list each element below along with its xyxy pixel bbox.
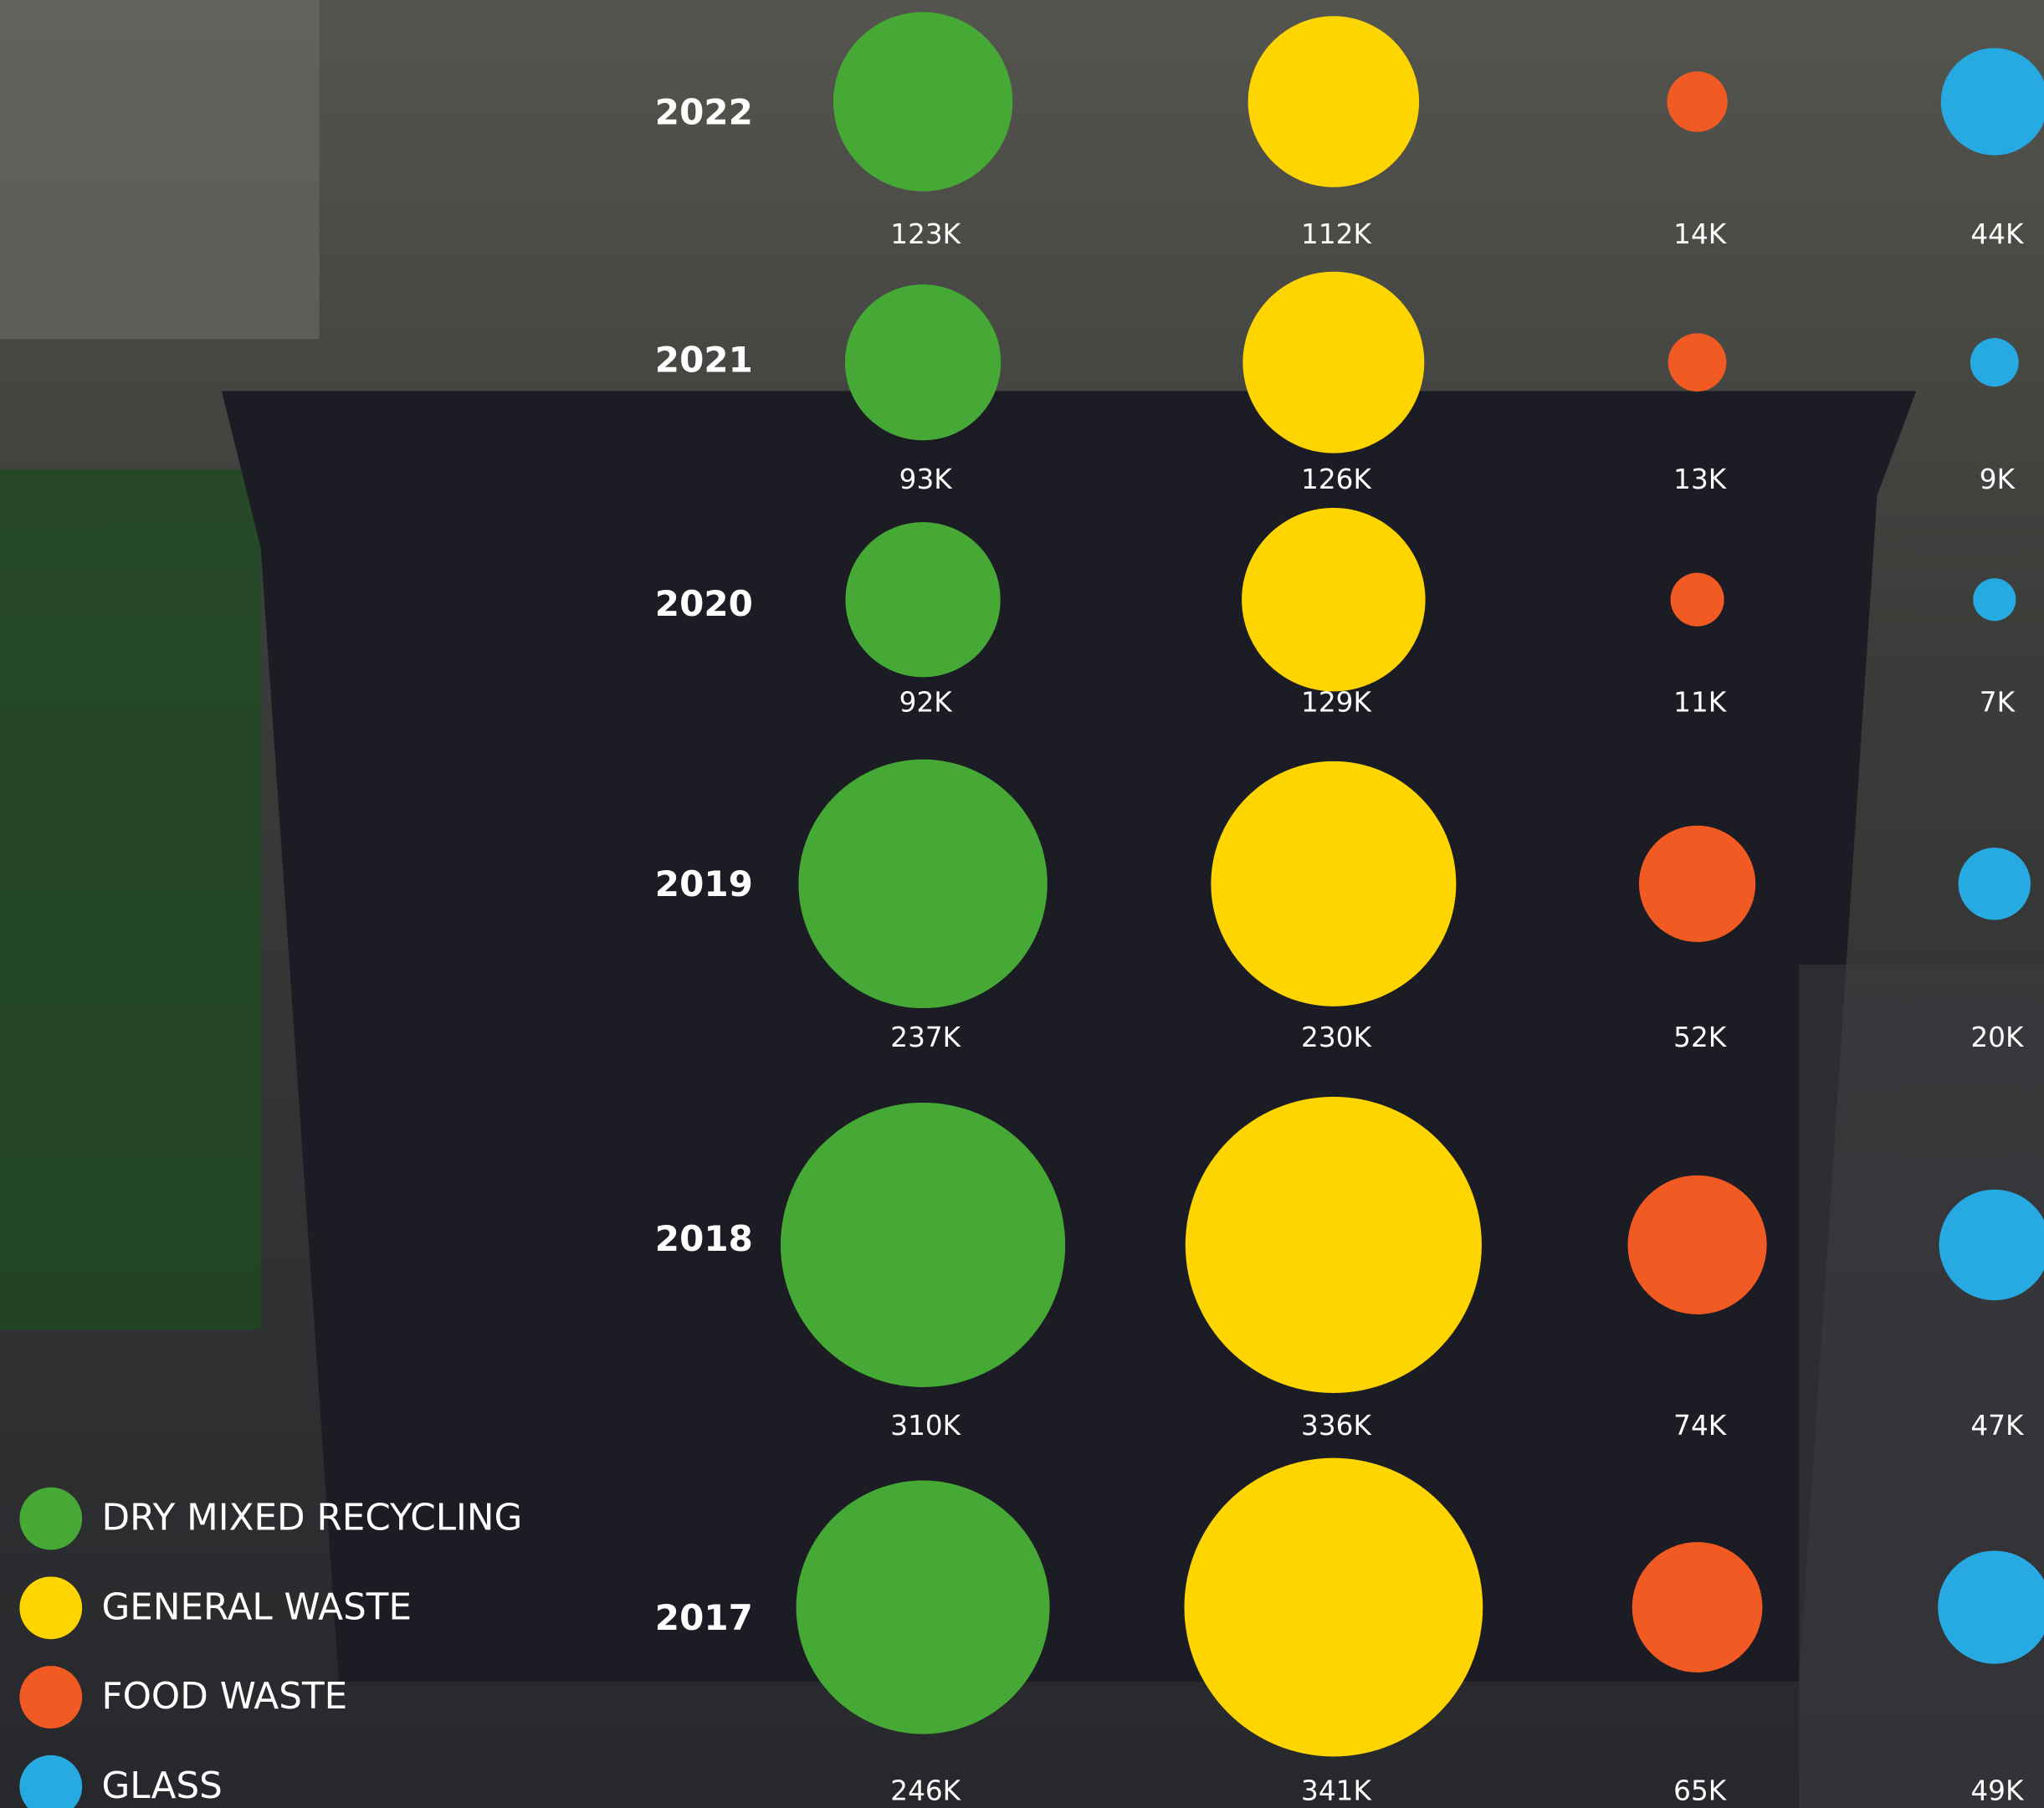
value-label: 14K <box>1673 218 1728 250</box>
value-label: 49K <box>1970 1775 2025 1806</box>
value-label: 246K <box>890 1775 961 1806</box>
bubble <box>1668 333 1727 392</box>
bubble <box>1970 338 2019 387</box>
value-label: 52K <box>1673 1022 1728 1053</box>
legend-marker <box>19 1666 82 1729</box>
value-label: 47K <box>1970 1410 2025 1442</box>
bubble <box>1184 1458 1483 1757</box>
year-label: 2017 <box>655 1597 753 1638</box>
legend-label: DRY MIXED RECYCLING <box>102 1498 523 1539</box>
bubble <box>1242 508 1425 691</box>
year-label: 2019 <box>655 863 753 904</box>
value-label: 13K <box>1673 464 1728 495</box>
value-label: 310K <box>890 1410 961 1442</box>
bubble <box>1671 573 1724 627</box>
year-label: 2020 <box>655 583 753 624</box>
year-label: 2018 <box>655 1218 753 1259</box>
bubble <box>1639 826 1755 942</box>
value-label: 65K <box>1673 1775 1728 1806</box>
value-label: 9K <box>1980 464 2016 495</box>
value-label: 129K <box>1301 686 1372 718</box>
bubble <box>781 1103 1065 1387</box>
building <box>0 0 320 339</box>
legend-marker <box>19 1576 82 1639</box>
value-label: 20K <box>1970 1022 2025 1053</box>
value-label: 44K <box>1970 218 2025 250</box>
bubble <box>1667 71 1727 131</box>
bubble <box>833 12 1012 191</box>
year-label: 2022 <box>655 92 753 133</box>
value-label: 123K <box>890 218 961 250</box>
value-label: 93K <box>899 464 954 495</box>
bubble <box>1248 16 1419 187</box>
bubble <box>845 284 1001 440</box>
bubble <box>1211 761 1456 1006</box>
legend-label: FOOD WASTE <box>102 1676 348 1718</box>
dark-bin <box>222 391 1916 1681</box>
bubble <box>845 522 1000 677</box>
bubble <box>798 760 1047 1008</box>
bubble <box>1627 1175 1766 1314</box>
road <box>1799 965 2044 1808</box>
green-bin <box>0 469 261 1329</box>
value-label: 336K <box>1301 1410 1372 1442</box>
value-label: 237K <box>890 1022 961 1053</box>
year-label: 2021 <box>655 340 753 381</box>
value-label: 11K <box>1673 686 1728 718</box>
value-label: 341K <box>1301 1775 1372 1806</box>
value-label: 230K <box>1301 1022 1372 1053</box>
value-label: 7K <box>1980 686 2016 718</box>
chart: 2022 2021 2020 2019 2018 2017 123K 93K 92K 237K 31… <box>0 0 2044 1808</box>
bubble <box>1632 1542 1763 1672</box>
bubble <box>1973 578 2016 621</box>
bubble <box>1959 848 2031 919</box>
legend-label: GENERAL WASTE <box>102 1586 412 1628</box>
bubble <box>797 1481 1050 1734</box>
legend-marker <box>19 1488 82 1550</box>
value-label: 112K <box>1301 218 1372 250</box>
bubble <box>1186 1097 1482 1393</box>
value-label: 92K <box>899 686 954 718</box>
legend-label: GLASS <box>102 1765 223 1807</box>
value-label: 74K <box>1673 1410 1728 1442</box>
bubble <box>1242 272 1424 453</box>
bubble <box>1941 48 2044 155</box>
value-label: 126K <box>1301 464 1372 495</box>
